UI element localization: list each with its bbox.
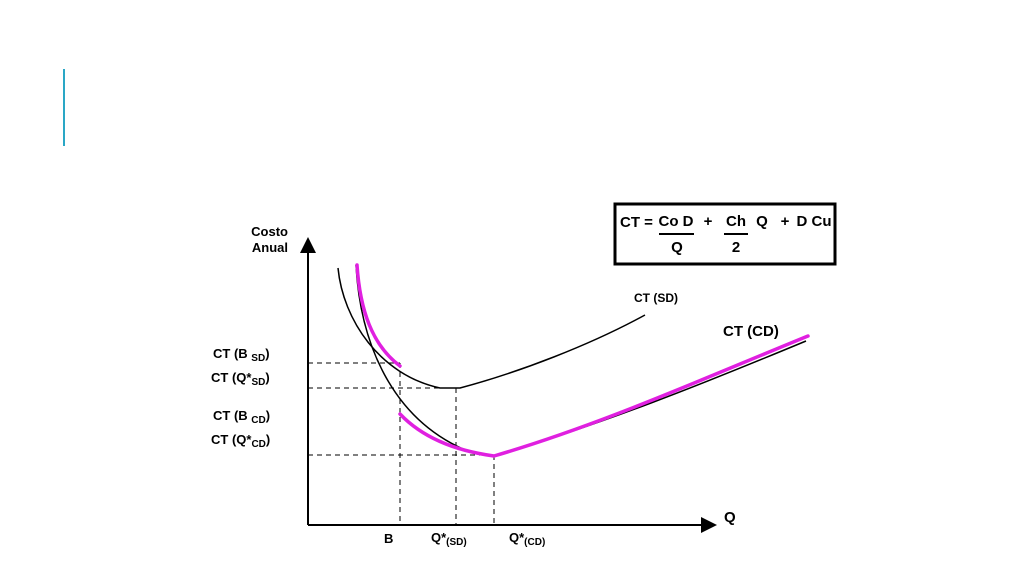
formula-box: CT = Co D Q + Ch 2 Q + D Cu: [613, 202, 837, 266]
formula-term1-denominator: Q: [671, 239, 683, 256]
curve-ct-sd: [337, 267, 646, 389]
y-axis-title-line1: Costo: [251, 224, 288, 239]
x-label-q-cd: Q*(CD): [509, 530, 545, 548]
formula-plus-2: +: [781, 213, 790, 230]
formula-plus-1: +: [704, 213, 713, 230]
y-axis-title-line2: Anual: [252, 240, 288, 255]
y-label-ct-q-sd: CT (Q*SD): [211, 370, 270, 388]
curve-highlight-lower: [398, 334, 810, 458]
formula-lhs: CT =: [620, 214, 653, 231]
curve-sd-label: CT (SD): [634, 291, 678, 305]
curve-highlight-upper: [355, 263, 402, 368]
x-axis-arrow-icon: [701, 517, 717, 533]
formula-term2-numerator: Ch: [726, 213, 746, 230]
axes: [300, 237, 717, 533]
guide-lines: [308, 362, 495, 525]
title-accent-bar: [63, 69, 65, 146]
formula-term2-denominator: 2: [732, 239, 740, 256]
y-label-ct-q-cd: CT (Q*CD): [211, 432, 270, 450]
formula-term1-numerator: Co D: [659, 213, 694, 230]
formula-term2-q: Q: [756, 213, 768, 230]
x-label-b: B: [384, 531, 393, 546]
formula-term3: D Cu: [797, 213, 832, 230]
x-axis-title: Q: [724, 509, 736, 526]
y-label-ct-b-sd: CT (B SD): [213, 346, 270, 364]
x-label-q-sd: Q*(SD): [431, 530, 467, 548]
y-label-ct-b-cd: CT (B CD): [213, 408, 270, 426]
y-axis-arrow-icon: [300, 237, 316, 253]
curve-cd-label: CT (CD): [723, 323, 779, 340]
